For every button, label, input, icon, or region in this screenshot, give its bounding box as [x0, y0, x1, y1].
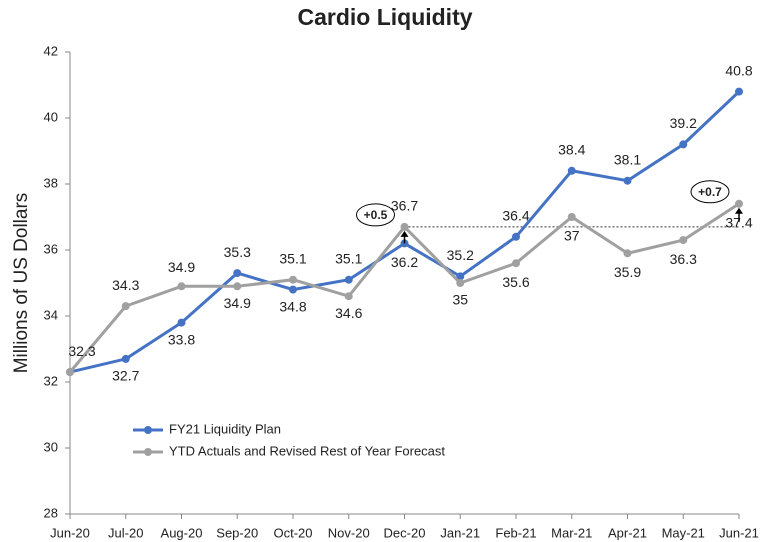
value-label: 32.7 [112, 368, 139, 384]
y-tick-label: 40 [44, 109, 58, 124]
value-label: 36.7 [391, 198, 418, 214]
value-label: 38.1 [614, 151, 641, 167]
legend-label: FY21 Liquidity Plan [169, 421, 281, 436]
value-label: 35.3 [224, 244, 251, 260]
x-tick-label: Jun-21 [719, 525, 759, 540]
legend-label: YTD Actuals and Revised Rest of Year For… [169, 443, 445, 458]
chart-title: Cardio Liquidity [297, 4, 472, 30]
x-tick-label: Jun-20 [50, 525, 90, 540]
point [456, 279, 465, 287]
point [233, 282, 242, 291]
point [735, 199, 743, 208]
annotation: +0.7 [698, 185, 722, 199]
y-tick-label: 32 [44, 373, 58, 388]
value-label: 35.6 [502, 274, 529, 290]
y-axis-label: Millions of US Dollars [11, 193, 32, 374]
y-tick-label: 38 [44, 175, 58, 190]
y-tick-label: 36 [44, 241, 58, 256]
value-label: 35.1 [279, 250, 306, 266]
value-label: 33.8 [168, 331, 195, 347]
value-label: 36.3 [670, 251, 697, 267]
value-label: 36.4 [502, 208, 529, 224]
legend-marker [144, 426, 152, 434]
point [233, 269, 242, 278]
point [512, 232, 520, 241]
value-label: 35.9 [614, 264, 641, 280]
value-label: 36.2 [391, 254, 418, 270]
value-label: 37 [564, 228, 580, 244]
point [177, 282, 186, 291]
y-tick-label: 30 [44, 439, 58, 454]
point [512, 259, 520, 268]
point [735, 87, 743, 96]
point [177, 318, 186, 327]
value-label: 34.3 [112, 277, 139, 293]
point [121, 354, 130, 363]
value-label: 34.9 [224, 295, 251, 311]
y-tick-label: 42 [44, 43, 58, 58]
value-label: 38.4 [558, 142, 585, 158]
x-tick-label: Dec-20 [384, 525, 426, 540]
point [456, 272, 465, 281]
point [289, 285, 297, 294]
annotation-ellipse [356, 203, 395, 227]
point [567, 166, 576, 175]
y-tick-label: 34 [44, 307, 58, 322]
value-label: 37.4 [725, 215, 752, 231]
x-tick-label: Sep-20 [216, 525, 258, 540]
point [679, 140, 688, 149]
x-tick-label: Mar-21 [551, 525, 592, 540]
annotation-ellipse [690, 180, 730, 204]
value-label: 35 [452, 292, 468, 308]
x-tick-label: Jan-21 [440, 525, 480, 540]
x-tick-label: Oct-20 [273, 525, 312, 540]
arrow-head [735, 207, 743, 214]
y-tick-label: 28 [44, 505, 58, 520]
point [289, 275, 297, 284]
value-label: 39.2 [670, 115, 697, 131]
x-tick-label: May-21 [662, 525, 705, 540]
point [344, 292, 353, 301]
x-tick-label: Apr-21 [608, 525, 647, 540]
value-label: 35.2 [447, 247, 474, 263]
value-label: 40.8 [725, 62, 752, 78]
legend-marker [144, 448, 152, 456]
value-label: 34.9 [168, 259, 195, 275]
point [623, 176, 632, 185]
x-tick-label: Jul-20 [108, 525, 143, 540]
annotation: +0.5 [364, 208, 388, 222]
value-label: 34.6 [335, 305, 362, 321]
x-tick-label: Feb-21 [495, 525, 536, 540]
point [121, 302, 130, 311]
point [623, 249, 632, 258]
value-label: 32.3 [68, 343, 95, 359]
value-label: 35.1 [335, 250, 362, 266]
x-tick-label: Nov-20 [328, 525, 370, 540]
value-label: 34.8 [279, 298, 306, 314]
arrow-head [400, 230, 409, 237]
point [400, 222, 409, 231]
point [679, 236, 688, 245]
x-tick-label: Aug-20 [161, 525, 203, 540]
point [567, 213, 576, 221]
point [66, 368, 74, 377]
point [344, 275, 353, 284]
